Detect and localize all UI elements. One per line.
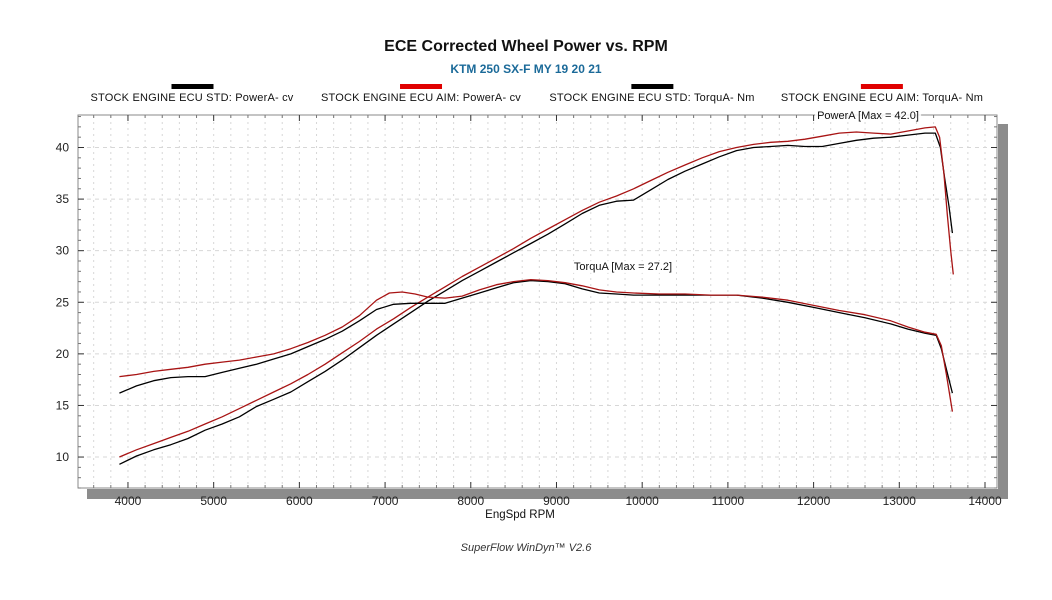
legend-swatch-black bbox=[170, 84, 213, 89]
x-tick-label: 10000 bbox=[625, 494, 659, 508]
y-tick-label: 15 bbox=[56, 398, 70, 412]
chart-subtitle: KTM 250 SX-F MY 19 20 21 bbox=[450, 62, 602, 76]
plot-area bbox=[77, 114, 998, 489]
y-tick-label: 30 bbox=[56, 244, 70, 258]
plot-shadow-right bbox=[998, 124, 1008, 497]
legend-label: STOCK ENGINE ECU STD: TorquA- Nm bbox=[549, 92, 755, 104]
x-tick-label: 11000 bbox=[712, 494, 745, 508]
x-tick-label: 13000 bbox=[883, 494, 917, 508]
series-power-std bbox=[119, 132, 954, 465]
footer-software-label: SuperFlow WinDyn™ V2.6 bbox=[460, 542, 592, 554]
plot-shadow-bottom bbox=[87, 489, 1008, 499]
legend-swatch-red bbox=[400, 84, 442, 89]
x-tick-label: 12000 bbox=[797, 494, 831, 508]
legend-label: STOCK ENGINE ECU AIM: TorquA- Nm bbox=[780, 92, 984, 104]
torque-max-annotation: TorquA [Max = 27.2] bbox=[571, 261, 675, 273]
legend-item-torque-std: STOCK ENGINE ECU STD: TorquA- Nm bbox=[549, 84, 754, 104]
x-tick-label: 9000 bbox=[543, 494, 570, 508]
legend-item-power-std: STOCK ENGINE ECU STD: PowerA- cv bbox=[90, 84, 293, 104]
y-tick-label: 35 bbox=[56, 192, 70, 206]
x-tick-label: 4000 bbox=[115, 494, 142, 508]
y-tick-label: 10 bbox=[56, 450, 70, 464]
legend-label: STOCK ENGINE ECU AIM: PowerA- cv bbox=[321, 92, 521, 104]
legend-label: STOCK ENGINE ECU STD: PowerA- cv bbox=[90, 92, 294, 104]
page-title: ECE Corrected Wheel Power vs. RPM bbox=[384, 38, 668, 55]
legend-swatch-red bbox=[860, 84, 903, 89]
x-tick-label: 7000 bbox=[372, 494, 399, 508]
y-tick-label: 20 bbox=[56, 347, 70, 361]
legend-item-power-aim: STOCK ENGINE ECU AIM: PowerA- cv bbox=[321, 84, 521, 104]
series-torque-aim bbox=[119, 278, 954, 412]
power-max-annotation: PowerA [Max = 42.0] bbox=[815, 110, 921, 122]
legend-swatch-black bbox=[630, 84, 673, 89]
series-torque-std bbox=[119, 279, 954, 394]
x-tick-label: 6000 bbox=[286, 494, 313, 508]
x-tick-label: 14000 bbox=[968, 494, 1002, 508]
legend-item-torque-aim: STOCK ENGINE ECU AIM: TorquA- Nm bbox=[781, 84, 983, 104]
x-axis-label: EngSpd RPM bbox=[485, 509, 555, 521]
x-tick-label: 8000 bbox=[457, 494, 484, 508]
x-tick-label: 5000 bbox=[200, 494, 227, 508]
y-tick-label: 40 bbox=[56, 141, 70, 155]
series-power-aim bbox=[119, 126, 954, 458]
y-tick-label: 25 bbox=[56, 295, 70, 309]
